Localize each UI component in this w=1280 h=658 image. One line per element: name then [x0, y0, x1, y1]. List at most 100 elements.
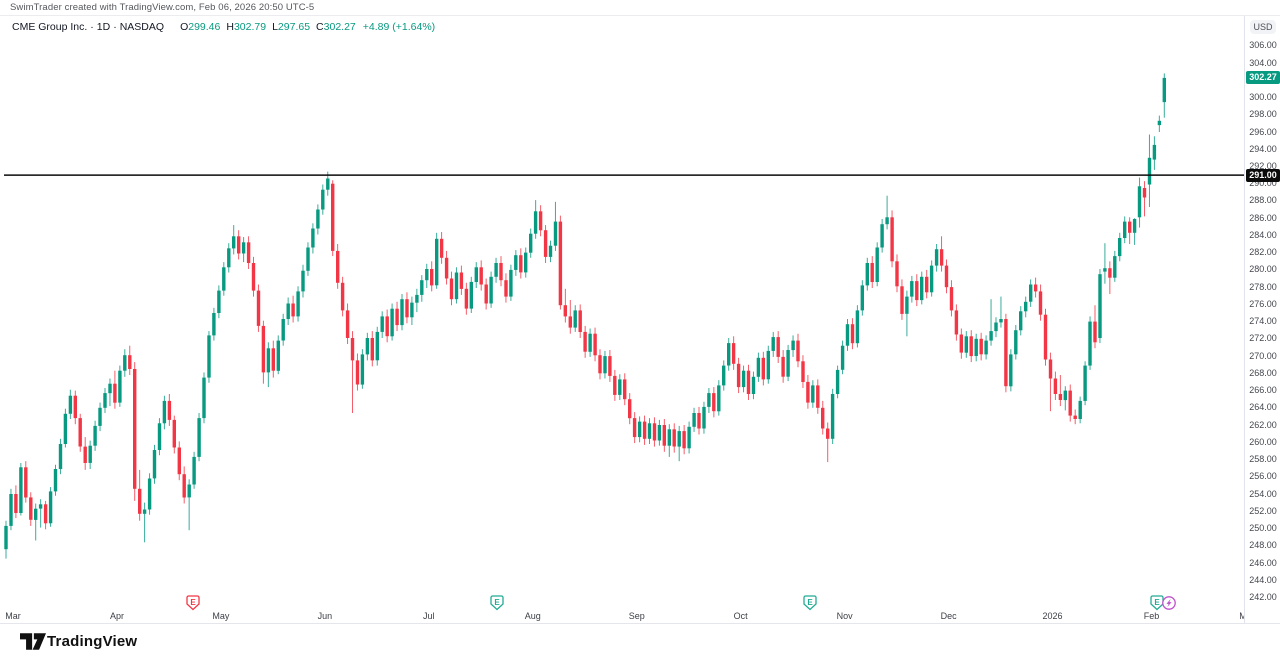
candle[interactable] [543, 225, 548, 263]
candle[interactable] [276, 335, 280, 375]
candle[interactable] [890, 210, 894, 268]
candle[interactable] [400, 294, 404, 331]
candle[interactable] [771, 331, 775, 357]
candle[interactable] [801, 355, 805, 388]
candle[interactable] [167, 394, 172, 426]
candle[interactable] [588, 328, 592, 357]
candle[interactable] [1038, 284, 1043, 321]
candle[interactable] [979, 332, 983, 361]
candle[interactable] [925, 269, 929, 299]
candle[interactable] [1053, 371, 1058, 400]
candle[interactable] [791, 335, 795, 357]
chart-canvas[interactable]: Mar Apr May Jun Jul Aug Sep Oct Nov Dec 2026 Feb Ma E… [0, 16, 1244, 623]
candle[interactable] [885, 195, 889, 230]
candle[interactable] [855, 305, 860, 348]
candle[interactable] [311, 223, 315, 254]
candle[interactable] [870, 256, 874, 288]
candle[interactable] [430, 261, 434, 292]
candle[interactable] [682, 425, 686, 455]
candle[interactable] [628, 393, 632, 425]
candle[interactable] [1103, 243, 1107, 284]
candle[interactable] [281, 313, 285, 346]
candle[interactable] [1083, 361, 1087, 406]
candle[interactable] [118, 365, 122, 407]
candle[interactable] [618, 374, 622, 400]
candle[interactable] [405, 292, 409, 324]
candle[interactable] [623, 373, 627, 406]
candle[interactable] [964, 331, 968, 358]
candle[interactable] [915, 274, 919, 307]
candle[interactable] [142, 502, 147, 543]
candle[interactable] [558, 215, 563, 310]
candle[interactable] [598, 349, 602, 380]
candle[interactable] [1019, 306, 1023, 336]
candle[interactable] [751, 371, 756, 400]
candle[interactable] [786, 344, 790, 382]
candle[interactable] [1009, 349, 1013, 392]
candle[interactable] [583, 325, 587, 358]
candle[interactable] [479, 260, 483, 291]
candle[interactable] [321, 184, 325, 215]
candle[interactable] [177, 441, 181, 481]
candle[interactable] [73, 390, 77, 425]
candle[interactable] [29, 492, 33, 526]
candle[interactable] [345, 303, 350, 345]
candle[interactable] [524, 247, 528, 278]
candle[interactable] [647, 418, 652, 444]
candle[interactable] [895, 254, 899, 293]
candle[interactable] [578, 304, 582, 338]
earnings-icon[interactable]: E [1150, 595, 1164, 611]
candle[interactable] [538, 205, 543, 237]
candle[interactable] [474, 262, 478, 288]
candle[interactable] [766, 345, 770, 384]
candle[interactable] [830, 388, 835, 444]
candle[interactable] [454, 267, 459, 304]
candle[interactable] [222, 262, 226, 296]
candle[interactable] [123, 349, 127, 377]
candle[interactable] [727, 338, 731, 371]
candle[interactable] [390, 303, 394, 341]
candle[interactable] [796, 333, 800, 368]
candle[interactable] [1118, 232, 1122, 262]
candle[interactable] [613, 369, 617, 401]
candle[interactable] [9, 488, 13, 531]
candle[interactable] [1073, 409, 1077, 425]
candle[interactable] [568, 300, 572, 334]
candle[interactable] [875, 242, 879, 287]
earnings-icon[interactable]: E [803, 595, 817, 611]
candle[interactable] [256, 284, 261, 332]
candle[interactable] [197, 413, 201, 462]
candle[interactable] [98, 402, 102, 432]
candle[interactable] [246, 236, 251, 269]
candle[interactable] [944, 259, 949, 294]
candle[interactable] [1014, 325, 1018, 360]
candle[interactable] [934, 244, 939, 272]
candle[interactable] [722, 360, 726, 391]
candle[interactable] [746, 364, 751, 400]
candle[interactable] [108, 378, 112, 407]
candle[interactable] [375, 326, 379, 366]
candle[interactable] [157, 418, 162, 456]
candle[interactable] [1152, 136, 1157, 170]
candle[interactable] [340, 276, 345, 317]
candle[interactable] [63, 408, 68, 448]
candle[interactable] [1142, 181, 1147, 217]
candle[interactable] [702, 401, 706, 434]
candle[interactable] [439, 232, 444, 264]
candle[interactable] [202, 372, 206, 424]
candle[interactable] [237, 230, 241, 260]
candle[interactable] [316, 204, 320, 235]
candle[interactable] [1029, 279, 1033, 307]
candle[interactable] [637, 416, 642, 443]
candle[interactable] [172, 415, 176, 454]
candle[interactable] [435, 232, 439, 289]
candle[interactable] [1033, 277, 1038, 298]
candle[interactable] [707, 388, 711, 413]
candle[interactable] [128, 345, 132, 375]
candle[interactable] [38, 499, 43, 528]
candle[interactable] [826, 422, 830, 463]
candle[interactable] [920, 271, 924, 305]
candle[interactable] [24, 461, 28, 503]
candle[interactable] [999, 296, 1003, 328]
candle[interactable] [642, 415, 647, 445]
